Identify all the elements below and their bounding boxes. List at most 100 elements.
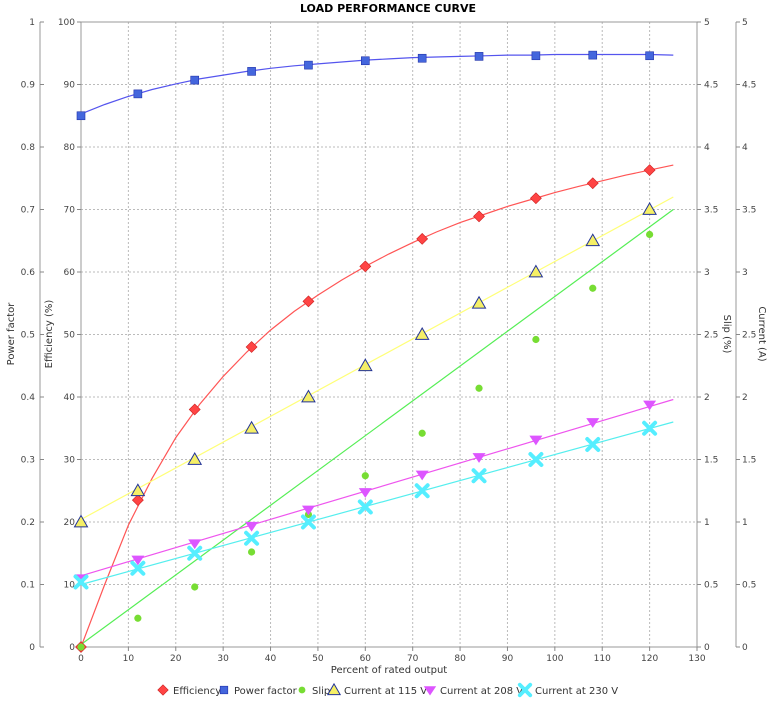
current-at-208-v-point <box>245 521 259 532</box>
efficiency-tick-label: 100 <box>58 18 75 28</box>
efficiency-point <box>529 192 542 205</box>
efficiency-curve <box>80 164 674 648</box>
power-factor-point <box>531 51 541 61</box>
current-tick-label: 1 <box>742 518 748 528</box>
current-at-230-v-point <box>414 483 430 499</box>
efficiency-point <box>131 494 144 507</box>
x-tick-label: 0 <box>78 654 84 664</box>
current-at-208-v-curve <box>80 398 674 577</box>
current-at-230-v-curve <box>80 421 674 586</box>
current-at-208-v-point <box>643 400 657 411</box>
power-factor-point <box>588 50 598 60</box>
current-at-230-v-point <box>528 452 544 467</box>
efficiency-axis-title: Efficiency (%) <box>44 300 55 369</box>
current-at-115-v-point <box>585 233 601 247</box>
slip-curve <box>80 209 674 645</box>
x-tick-label: 80 <box>454 654 466 664</box>
legend-current-at-208-v-label: Current at 208 V <box>440 686 523 697</box>
efficiency-point <box>586 177 599 190</box>
legend-efficiency-label: Efficiency <box>173 686 221 697</box>
legend-power-factor-swatch <box>219 685 229 695</box>
slip-tick-label: 3 <box>704 268 710 278</box>
slip-point <box>475 384 483 392</box>
current-tick-label: 2.5 <box>742 331 756 341</box>
current-tick-label: 0.5 <box>742 581 756 591</box>
current-at-230-v-point <box>357 499 373 515</box>
slip-tick-label: 0.5 <box>704 581 718 591</box>
power-factor-tick-label: 0.1 <box>21 581 35 591</box>
current-at-208-v-point <box>415 470 429 481</box>
current-at-230-v-point <box>300 514 316 530</box>
power-factor-tick-label: 0 <box>29 643 35 653</box>
slip-tick-label: 4 <box>704 143 710 153</box>
slip-tick-label: 4.5 <box>704 81 718 91</box>
current-at-230-v-point <box>642 420 658 436</box>
current-at-208-v-point <box>472 453 486 463</box>
efficiency-point <box>359 260 372 273</box>
series-markers <box>73 50 658 653</box>
power-factor-point <box>190 75 200 85</box>
power-factor-point <box>76 111 86 121</box>
efficiency-point <box>473 210 485 223</box>
current-at-208-v-point <box>529 435 543 446</box>
legend-slip-swatch <box>298 686 306 694</box>
efficiency-point <box>302 295 315 308</box>
x-tick-label: 20 <box>170 654 182 664</box>
slip-point <box>589 284 597 292</box>
current-at-115-v-point <box>130 483 146 497</box>
chart-title: LOAD PERFORMANCE CURVE <box>300 2 476 15</box>
current-at-230-v-point <box>471 468 487 484</box>
current-at-230-v-point <box>130 560 146 576</box>
current-at-115-v-curve <box>80 196 674 521</box>
slip-axis-title: Slip (%) <box>721 315 732 354</box>
legend-current-at-230-v-label: Current at 230 V <box>535 686 618 697</box>
x-tick-label: 130 <box>688 654 705 664</box>
legend-power-factor-label: Power factor <box>234 686 298 697</box>
slip-tick-label: 2 <box>704 393 710 403</box>
slip-point <box>532 335 540 344</box>
current-at-115-v-point <box>528 264 544 278</box>
current-tick-label: 4.5 <box>742 81 756 91</box>
slip-point <box>418 429 426 437</box>
current-at-115-v-point <box>471 295 487 309</box>
current-axis-title: Current (A) <box>756 306 767 361</box>
current-at-208-v-point <box>131 555 145 566</box>
efficiency-tick-label: 50 <box>64 331 76 341</box>
current-at-230-v-point <box>585 437 601 452</box>
efficiency-tick-label: 10 <box>64 581 76 591</box>
current-at-230-v-point <box>187 545 203 561</box>
x-tick-label: 10 <box>123 654 135 664</box>
efficiency-tick-label: 90 <box>64 81 76 91</box>
current-at-115-v-point <box>187 451 203 465</box>
grid <box>80 21 698 648</box>
efficiency-tick-label: 70 <box>64 206 76 216</box>
current-at-115-v-point <box>301 389 316 403</box>
power-factor-tick-label: 0.7 <box>21 206 35 216</box>
slip-tick-label: 2.5 <box>704 331 718 341</box>
slip-point <box>361 472 369 480</box>
current-tick-label: 1.5 <box>742 456 756 466</box>
x-tick-label: 50 <box>312 654 324 664</box>
current-tick-label: 3 <box>742 268 748 278</box>
axes: 0 10 20 30 40 50 60 70 80 90 100 110 120 13000.10.20.… <box>21 18 757 664</box>
power-factor-point <box>304 60 313 70</box>
power-factor-axis-title: Power factor <box>6 302 17 366</box>
power-factor-tick-label: 0.6 <box>21 268 36 278</box>
efficiency-point <box>188 403 201 416</box>
efficiency-tick-label: 0 <box>69 643 75 653</box>
legend-slip-label: Slip <box>312 686 330 697</box>
current-tick-label: 3.5 <box>742 206 756 216</box>
power-factor-point <box>417 53 427 63</box>
slip-point <box>134 614 142 622</box>
current-at-115-v-point <box>244 420 259 434</box>
legend: Efficiency Power factor Slip Current at 115… <box>157 682 618 698</box>
x-tick-label: 40 <box>265 654 277 664</box>
x-tick-label: 110 <box>594 654 611 664</box>
slip-tick-label: 5 <box>704 18 710 28</box>
power-factor-tick-label: 1 <box>29 18 35 28</box>
power-factor-point <box>474 52 484 61</box>
x-tick-label: 90 <box>502 654 514 664</box>
current-tick-label: 0 <box>742 643 748 653</box>
x-tick-label: 100 <box>546 654 563 664</box>
